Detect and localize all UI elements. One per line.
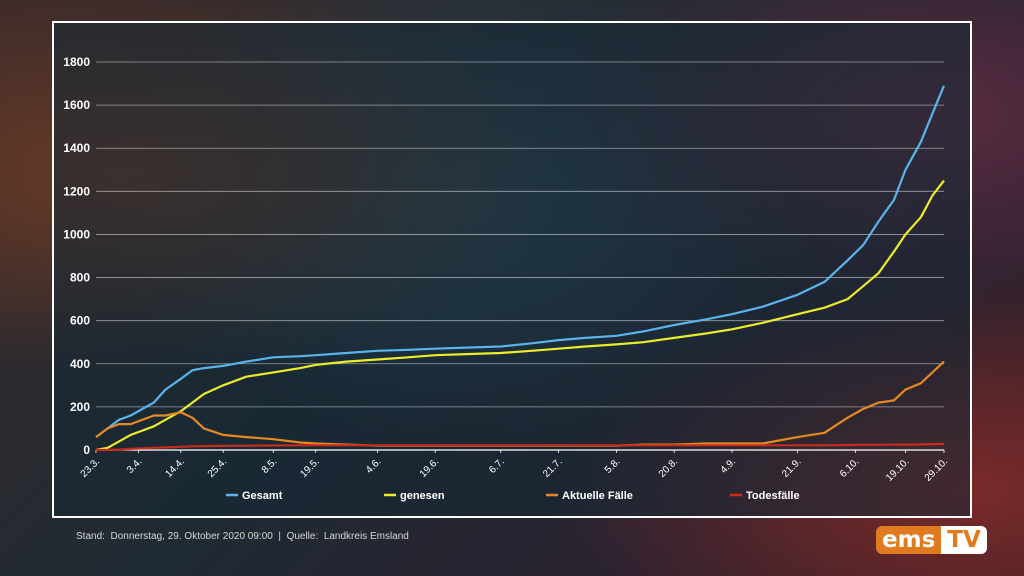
source-label: Quelle: bbox=[286, 531, 319, 542]
series-line bbox=[95, 179, 945, 452]
x-tick-label: 29.10. bbox=[923, 456, 950, 483]
footer-note: Stand: Donnerstag, 29. Oktober 2020 09:0… bbox=[76, 531, 409, 542]
x-tick-label: 21.9. bbox=[780, 456, 804, 480]
logo-tv-text: TV bbox=[941, 526, 987, 554]
chart-panel: 0 200 400 600 800 1000 1200 1400 1600 1800 23.3. 3.… bbox=[52, 21, 972, 518]
x-tick-label: 19.10. bbox=[884, 456, 911, 483]
legend-label: genesen bbox=[400, 490, 445, 502]
stand-value: Donnerstag, 29. Oktober 2020 09:00 bbox=[110, 531, 273, 542]
legend-label: Gesamt bbox=[242, 490, 283, 502]
y-tick-label: 400 bbox=[70, 357, 90, 371]
x-tick-label: 6.7. bbox=[487, 456, 507, 476]
x-tick-label: 25.4. bbox=[206, 456, 230, 480]
y-tick-label: 1800 bbox=[63, 55, 90, 69]
x-tick-label: 19.5. bbox=[298, 456, 322, 480]
x-tick-label: 8.5. bbox=[260, 456, 280, 476]
logo-ems-text: ems bbox=[876, 526, 942, 554]
y-tick-label: 800 bbox=[70, 271, 90, 285]
ems-tv-logo: ems TV bbox=[876, 526, 987, 554]
legend-label: Aktuelle Fälle bbox=[562, 490, 633, 502]
legend-label: Todesfälle bbox=[746, 490, 800, 502]
x-tick-label: 19.6. bbox=[418, 456, 442, 480]
x-tick-label: 14.4. bbox=[163, 456, 187, 480]
x-tick-label: 21.7. bbox=[541, 456, 565, 480]
x-tick-label: 4.9. bbox=[719, 456, 739, 476]
x-tick-label: 20.8. bbox=[657, 456, 681, 480]
line-chart: 0 200 400 600 800 1000 1200 1400 1600 1800 23.3. 3.… bbox=[63, 55, 950, 502]
y-tick-label: 1400 bbox=[63, 141, 90, 155]
y-tick-label: 600 bbox=[70, 314, 90, 328]
y-tick-label: 1200 bbox=[63, 184, 90, 198]
series-line bbox=[95, 360, 945, 447]
x-tick-label: 6.10. bbox=[838, 456, 862, 480]
y-tick-label: 1000 bbox=[63, 227, 90, 241]
x-tick-label: 5.8. bbox=[603, 456, 623, 476]
y-tick-label: 0 bbox=[83, 443, 90, 457]
x-tick-label: 3.4. bbox=[125, 456, 145, 476]
y-tick-label: 1600 bbox=[63, 98, 90, 112]
source-value: Landkreis Emsland bbox=[323, 531, 409, 542]
series-line bbox=[96, 442, 945, 452]
x-tick-label: 23.3. bbox=[79, 456, 103, 480]
x-tick-label: 4.6. bbox=[364, 456, 384, 476]
stand-label: Stand: bbox=[76, 531, 105, 542]
footer-separator: | bbox=[278, 531, 281, 542]
series-line bbox=[95, 85, 946, 438]
y-tick-label: 200 bbox=[70, 400, 90, 414]
